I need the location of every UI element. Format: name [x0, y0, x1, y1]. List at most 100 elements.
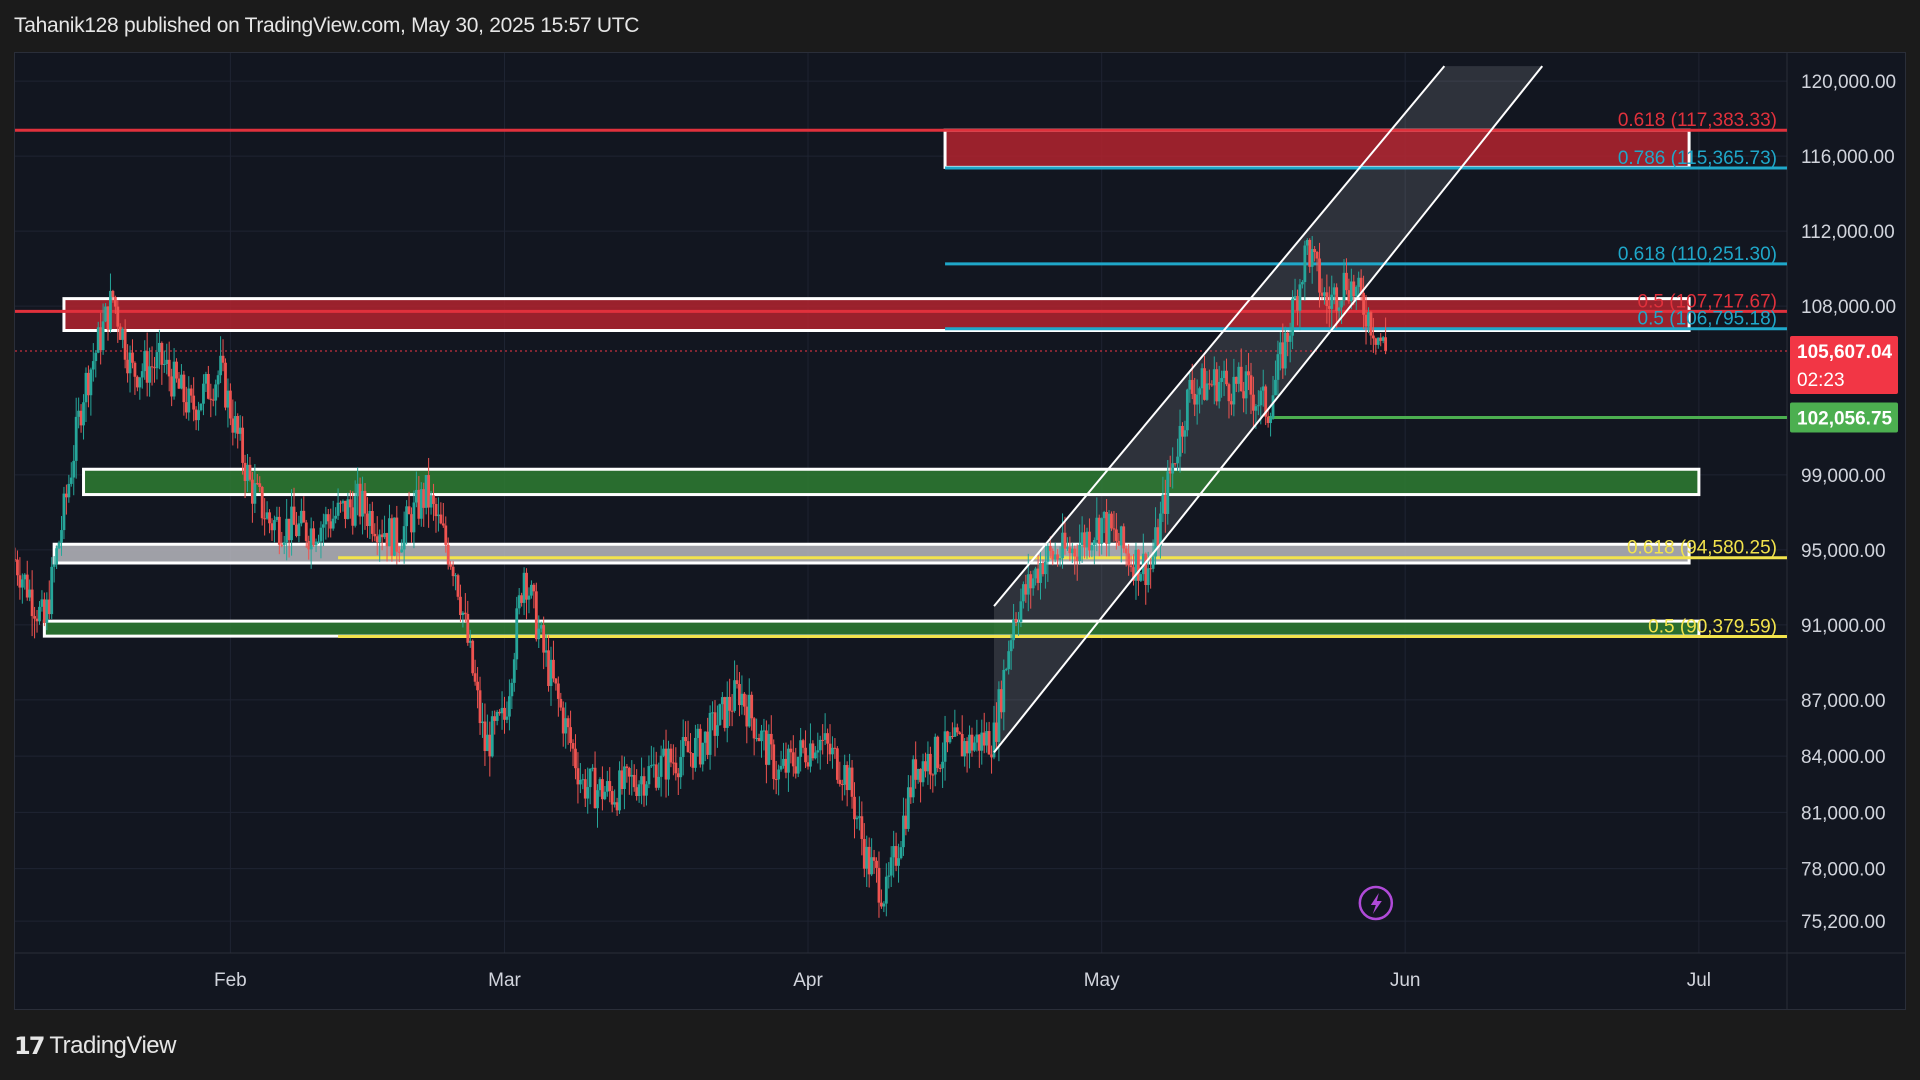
candle-body — [1371, 335, 1375, 339]
candle-body — [919, 768, 922, 783]
candle-body — [57, 542, 61, 549]
candle-body — [219, 355, 222, 376]
candle-body — [809, 743, 812, 767]
candle-body — [1154, 527, 1157, 557]
candle-body — [742, 693, 746, 707]
candle-body — [1315, 252, 1319, 259]
candle-body — [544, 650, 548, 653]
candle-body — [180, 374, 183, 389]
candle-body — [1048, 546, 1052, 552]
candle-body — [1171, 463, 1175, 474]
candle-body — [135, 376, 139, 388]
lightning-bolt-glyph — [1370, 893, 1382, 914]
candle-body — [260, 486, 264, 519]
candle-body — [483, 721, 487, 752]
support-resistance-zone — [943, 128, 1691, 169]
lightning-icon — [1358, 885, 1394, 921]
candle-body — [926, 753, 930, 772]
support-resistance-zone — [42, 619, 1701, 638]
candle-body — [290, 506, 293, 541]
candle-body — [1291, 298, 1295, 336]
candle-body — [992, 722, 996, 758]
candle-body — [87, 372, 90, 396]
candle-body — [468, 640, 472, 643]
candle-body — [581, 779, 585, 781]
candle-body — [845, 765, 849, 791]
candle-body — [299, 510, 303, 524]
candle-body — [1190, 379, 1194, 394]
candle-body — [1134, 549, 1138, 581]
candle-body — [997, 689, 1001, 742]
candle-body — [314, 541, 318, 546]
candle-body — [542, 625, 546, 653]
candle-body — [1276, 354, 1280, 380]
candle-body — [282, 542, 286, 546]
candle-body — [530, 584, 533, 596]
candle-body — [1097, 517, 1101, 544]
candle-body — [899, 847, 903, 859]
candle-body — [121, 329, 125, 340]
candle-body — [823, 733, 827, 740]
candle-body — [623, 766, 626, 790]
candle-body — [295, 524, 298, 537]
candle-body — [454, 575, 457, 577]
candle-body — [38, 606, 41, 622]
candle-body — [204, 373, 208, 384]
candle-body — [1332, 287, 1336, 295]
price-axis-tick-label: 75,200.00 — [1801, 912, 1886, 933]
candle-body — [708, 712, 712, 755]
candle-body — [676, 773, 680, 778]
candle-body — [446, 544, 450, 565]
candle-body — [473, 673, 477, 682]
candle-body — [720, 697, 724, 705]
candle-body — [194, 409, 198, 421]
candle-body — [158, 342, 161, 353]
candle-body — [1051, 551, 1055, 560]
candle-body — [297, 523, 301, 537]
candle-body — [1007, 651, 1011, 670]
price-chart[interactable]: 0.618 (117,383.33) 0.786 (115,365.73) 0.61… — [15, 53, 1905, 1009]
candle-body — [344, 500, 347, 519]
price-badge — [1790, 335, 1898, 394]
candle-body — [601, 779, 604, 800]
candle-body — [745, 706, 749, 727]
candle-body — [635, 787, 639, 797]
candle-body — [632, 774, 636, 788]
candle-body — [246, 464, 249, 482]
candle-body — [304, 522, 308, 542]
candle-body — [559, 698, 563, 708]
candle-body — [206, 373, 210, 399]
candle-body — [1249, 375, 1253, 395]
fibonacci-level-label: 0.618 (117,383.33) — [1618, 110, 1777, 131]
candle-body — [725, 696, 729, 728]
candle-body — [1323, 292, 1326, 296]
candle-body — [659, 755, 663, 777]
candle-body — [263, 518, 267, 520]
candle-body — [1168, 471, 1172, 474]
publisher-header: Tahanik128 published on TradingView.com,… — [14, 14, 640, 37]
candle-body — [1337, 307, 1341, 312]
candle-body — [865, 846, 869, 869]
price-badge — [1790, 402, 1898, 433]
chart-panel[interactable]: 0.618 (117,383.33) 0.786 (115,365.73) 0.61… — [14, 52, 1906, 1010]
candle-body — [485, 734, 489, 752]
candle-body — [887, 875, 891, 877]
candle-body — [578, 780, 582, 785]
candle-body — [1283, 332, 1287, 369]
candle-body — [872, 857, 876, 861]
candle-body — [361, 490, 364, 517]
candle-body — [999, 689, 1003, 713]
candle-body — [833, 747, 837, 749]
candle-body — [410, 514, 413, 533]
candle-body — [532, 584, 536, 592]
candle-body — [779, 765, 783, 770]
candle-body — [167, 359, 171, 377]
candle-body — [390, 518, 394, 556]
candle-body — [1004, 669, 1008, 671]
candle-body — [40, 599, 44, 607]
candle-body — [1256, 405, 1260, 407]
price-axis-tick-label: 95,000.00 — [1801, 541, 1886, 562]
candle-body — [1041, 563, 1045, 575]
candle-body — [965, 741, 969, 754]
candle-body — [280, 544, 284, 546]
